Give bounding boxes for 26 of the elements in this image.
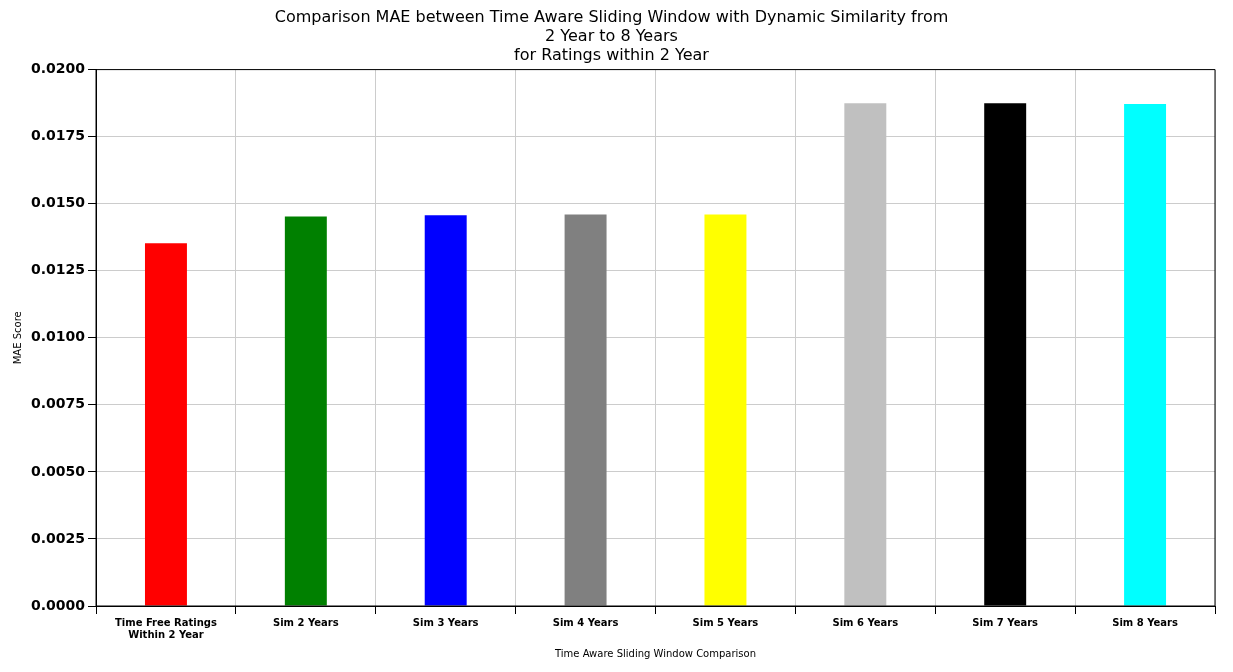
bar bbox=[424, 215, 467, 606]
bar bbox=[284, 216, 327, 606]
x-tick-label: Sim 8 Years bbox=[1112, 616, 1178, 628]
y-tick-label: 0.0125 bbox=[30, 261, 86, 278]
chart-title: Comparison MAE between Time Aware Sliding Window with Dynamic Similarity from 2 Year to 8 Years for Ratings within 2 Year bbox=[274, 6, 949, 65]
y-tick-label: 0.0150 bbox=[30, 194, 86, 211]
y-axis-title: MAE Score bbox=[11, 311, 23, 365]
x-tick-label: Time Free Ratings Within 2 Year bbox=[114, 616, 217, 640]
bar bbox=[704, 214, 747, 606]
x-tick-label: Sim 2 Years bbox=[272, 616, 339, 628]
y-tick-label: 0.0000 bbox=[30, 596, 86, 613]
bar bbox=[564, 214, 607, 606]
y-tick-label: 0.0050 bbox=[30, 462, 86, 479]
x-tick-label: Sim 5 Years bbox=[692, 616, 759, 628]
bar bbox=[1124, 103, 1167, 606]
x-tick-label: Sim 4 Years bbox=[552, 616, 619, 628]
y-tick-label: 0.0175 bbox=[30, 127, 86, 144]
x-tick-label: Sim 7 Years bbox=[972, 616, 1039, 628]
y-tick-label: 0.0025 bbox=[30, 529, 86, 546]
bar bbox=[144, 243, 187, 606]
x-tick-label: Sim 3 Years bbox=[412, 616, 479, 628]
x-tick-label: Sim 6 Years bbox=[832, 616, 899, 628]
x-axis-title: Time Aware Sliding Window Comparison bbox=[554, 647, 757, 659]
y-tick-label: 0.0100 bbox=[30, 328, 86, 345]
y-tick-label: 0.0200 bbox=[30, 60, 86, 77]
y-tick-label: 0.0075 bbox=[30, 395, 86, 412]
